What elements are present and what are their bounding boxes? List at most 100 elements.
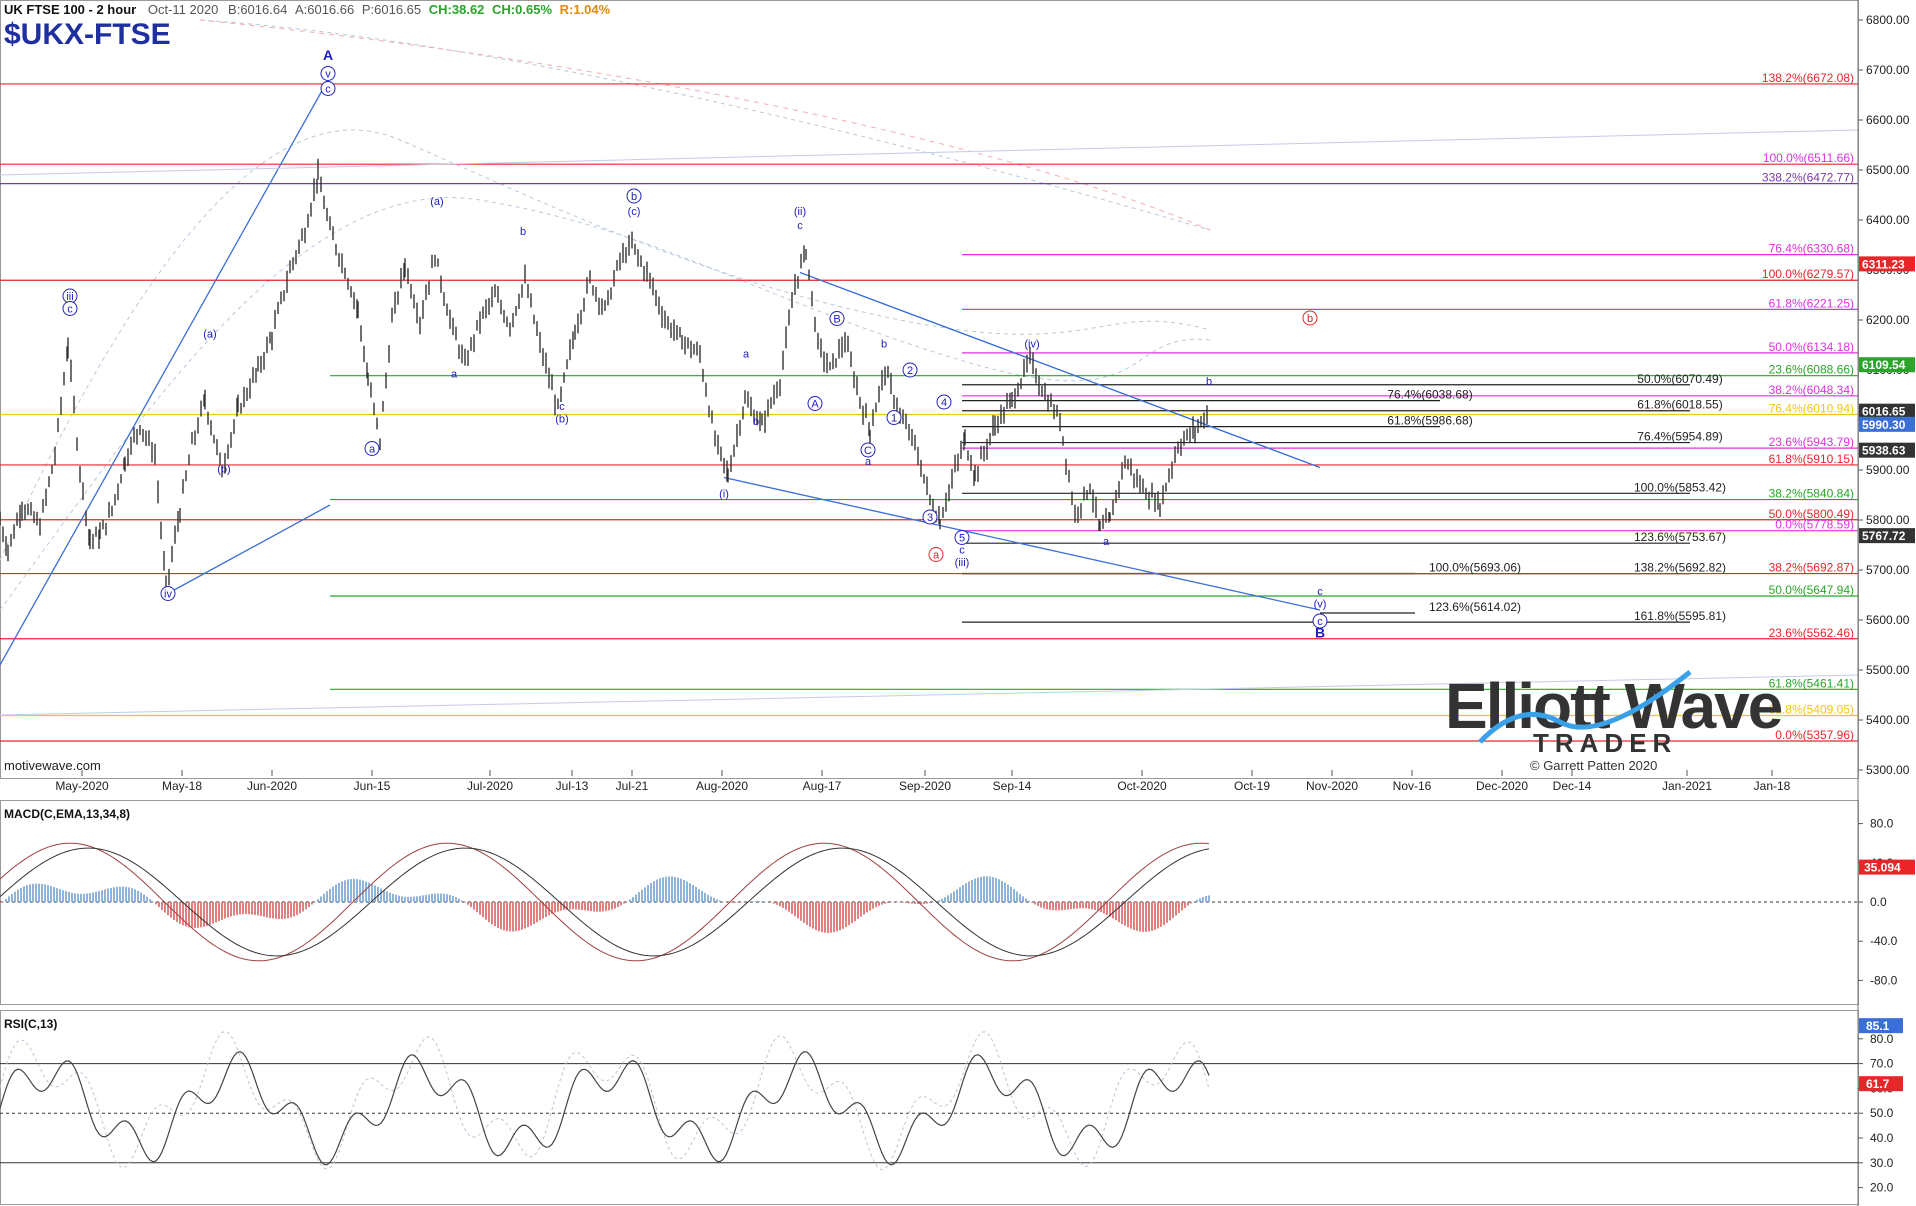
wave-label-circle <box>922 509 938 525</box>
fib-level-label: 100.0%(5693.06) <box>1429 560 1521 574</box>
wave-label: a <box>1103 536 1110 548</box>
moving-average-curve <box>0 197 1211 611</box>
wave-label: B <box>833 314 840 326</box>
wave-label: 1 <box>891 413 897 425</box>
wave-label: (v) <box>1314 599 1327 611</box>
fib-level-label: 23.6%(6088.66) <box>1769 363 1854 377</box>
price-tag-bg <box>1859 357 1915 373</box>
instrument-title: UK FTSE 100 - 2 hour <box>4 2 137 17</box>
wave-label: (b) <box>217 464 230 476</box>
wave-label: b <box>631 191 637 203</box>
wave-label: 2 <box>907 365 913 377</box>
rsi-tick-label: 30.0 <box>1870 1156 1894 1170</box>
rsi-line <box>0 1050 1210 1166</box>
fib-level-label: 61.8%(5461.41) <box>1769 676 1854 690</box>
wave-label: (iv) <box>1024 339 1039 351</box>
wave-label: iii <box>66 291 73 303</box>
wave-label: c <box>1317 586 1323 598</box>
wave-label: v <box>325 69 331 81</box>
y-axis-label: 5400.00 <box>1866 713 1910 727</box>
y-axis-label: 5500.00 <box>1866 663 1910 677</box>
wave-label-circle <box>936 394 952 410</box>
ticker-symbol: $UKX-FTSE <box>4 18 171 51</box>
brand-wordmark: Elliott Wave <box>1445 670 1782 742</box>
fib-level-label: 61.8%(5910.15) <box>1769 452 1854 466</box>
fib-level-label: 100.0%(6279.57) <box>1762 267 1854 281</box>
x-axis-label: Dec-14 <box>1553 779 1592 793</box>
moving-average-curve <box>199 19 1211 231</box>
macd-signal-line <box>0 842 1210 962</box>
wave-label-circle <box>928 547 944 562</box>
wave-label: a <box>451 369 458 381</box>
fib-level-label: 61.8%(5409.05) <box>1769 702 1854 716</box>
wave-label: b <box>520 226 526 238</box>
fib-level-label: 100.0%(5853.42) <box>1634 480 1726 494</box>
macd-tick-label: 80.0 <box>1870 817 1894 831</box>
y-axis-label: 5700.00 <box>1866 563 1910 577</box>
price-label: P:6016.65 <box>361 2 422 17</box>
wave-label: c <box>559 401 565 413</box>
fib-level-label: 123.6%(5753.67) <box>1634 530 1726 544</box>
price-tag-label: 6311.23 <box>1862 257 1905 271</box>
trendline <box>723 476 1321 611</box>
trendline <box>0 129 1859 176</box>
wave-label: 3 <box>927 512 933 524</box>
fib-level-label: 50.0%(6134.18) <box>1769 340 1854 354</box>
wave-label: (a) <box>430 196 443 208</box>
fib-level-label: 50.0%(5647.94) <box>1769 583 1854 597</box>
x-axis-label: Dec-2020 <box>1476 779 1528 793</box>
ask-label: A:6016.66 <box>294 2 355 17</box>
wave-label-circle <box>860 442 876 458</box>
wave-label: C <box>864 445 872 457</box>
x-axis-label: Nov-2020 <box>1306 779 1358 793</box>
wave-label: a <box>369 444 376 456</box>
y-axis-label: 6800.00 <box>1866 13 1910 27</box>
fib-level-label: 38.2%(6048.34) <box>1769 383 1854 397</box>
fib-level-label: 61.8%(6018.55) <box>1637 398 1722 412</box>
y-axis: 5300.00 5400.00 5500.00 5600.00 5700.00 5800.… <box>1857 0 1915 1206</box>
y-axis-label: 5900.00 <box>1866 463 1910 477</box>
fib-level-label: 338.2%(6472.77) <box>1762 171 1854 185</box>
wave-label: c <box>797 220 803 232</box>
fib-level-label: 61.8%(5986.68) <box>1387 414 1472 428</box>
wave-label: b <box>753 416 759 428</box>
chart-header: UK FTSE 100 - 2 hour Oct-11 2020 B:6016.… <box>4 2 610 17</box>
rsi-tick-label: 80.0 <box>1870 1032 1894 1046</box>
change-label: CH:38.62 <box>428 2 485 17</box>
copyright-text: © Garrett Patten 2020 <box>1530 758 1657 773</box>
rsi-tag-label: 61.7 <box>1866 1077 1890 1091</box>
y-axis-label: 5300.00 <box>1866 763 1910 777</box>
x-axis-label: Jan-18 <box>1754 779 1791 793</box>
price-tag-label: 5990.30 <box>1862 418 1906 432</box>
fib-level-label: 138.2%(5692.82) <box>1634 561 1726 575</box>
moving-average-curve <box>199 19 1211 231</box>
fib-level-label: 38.2%(5840.84) <box>1769 487 1854 501</box>
x-axis-label: Oct-2020 <box>1117 779 1167 793</box>
fib-level-label: 76.4%(6010.94) <box>1769 402 1854 416</box>
x-axis-label: Oct-19 <box>1234 779 1270 793</box>
wave-label-circle <box>626 188 642 204</box>
x-axis: May-2020 May-18 Jun-2020 Jun-15 Jul-2020 Jul-… <box>55 770 1791 793</box>
wave-label: (iii) <box>955 557 970 569</box>
price-tag-bg <box>1859 403 1915 419</box>
x-axis-label: Aug-2020 <box>696 779 748 793</box>
watermark: Elliott Wave TRADER © Garrett Patten 202… <box>1445 670 1784 773</box>
price-tag-bg <box>1859 416 1915 432</box>
rsi-title: RSI(C,13) <box>4 1017 57 1031</box>
wave-label: A <box>811 399 819 411</box>
brand-subtitle: TRADER <box>1533 728 1677 758</box>
macd-tick-label: -80.0 <box>1870 973 1898 987</box>
price-bars <box>0 158 1208 596</box>
wave-label-circle <box>160 586 176 601</box>
wave-label: a <box>933 550 940 562</box>
macd-tick-label: 0.0 <box>1870 895 1887 909</box>
bid-label: B:6016.64 <box>228 2 288 17</box>
fib-level-label: 23.6%(5562.46) <box>1769 626 1854 640</box>
x-axis-label: Aug-17 <box>803 779 842 793</box>
price-tag-bg <box>1859 256 1915 272</box>
wave-label-circle <box>902 362 918 378</box>
macd-line <box>0 847 1210 957</box>
wave-label-circle <box>829 311 845 326</box>
wave-label-circle <box>886 410 902 425</box>
